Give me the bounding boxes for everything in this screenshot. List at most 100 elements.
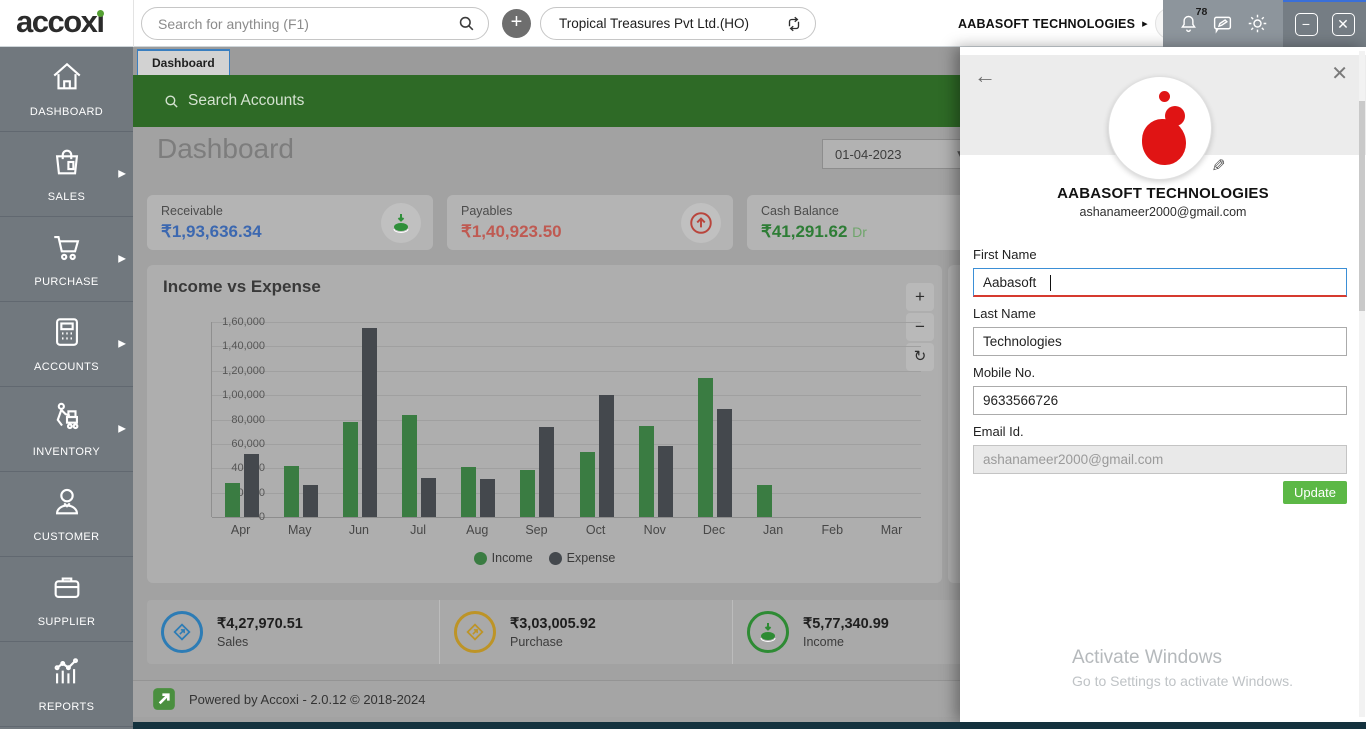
income-bar[interactable] — [639, 426, 654, 517]
search-accounts-label: Search Accounts — [188, 92, 304, 110]
date-picker[interactable]: 01-04-2023 ▼ — [822, 139, 974, 169]
diamond-arrow-icon — [454, 611, 496, 653]
tab-dashboard[interactable]: Dashboard — [137, 49, 230, 75]
back-arrow-icon[interactable]: ← — [974, 63, 996, 89]
stat-card-payables[interactable]: Payables ₹1,40,923.50 — [447, 195, 733, 250]
window-bottom-edge — [133, 722, 1366, 729]
notification-count-badge: 78 — [1196, 6, 1208, 18]
briefcase-icon — [50, 570, 84, 609]
income-bar[interactable] — [698, 378, 713, 517]
chart-plot: 020,00040,00060,00080,0001,00,0001,20,00… — [211, 322, 921, 517]
coin-down-icon — [381, 203, 421, 243]
profile-name: AABASOFT TECHNOLOGIES — [960, 185, 1366, 202]
income-expense-chart-card: Income vs Expense + − ↻ 020,00040,00060,… — [147, 265, 942, 583]
x-axis-label: Jan — [744, 523, 803, 537]
stat-card-receivable[interactable]: Receivable ₹1,93,636.34 — [147, 195, 433, 250]
text-cursor — [1050, 275, 1051, 291]
global-search-input[interactable] — [158, 16, 457, 32]
income-bar[interactable] — [284, 466, 299, 517]
expense-bar[interactable] — [303, 485, 318, 517]
close-icon[interactable]: ✕ — [1331, 61, 1348, 86]
sidebar-item-sales[interactable]: SALES ▶ — [0, 132, 133, 217]
notifications-button[interactable]: 78 — [1175, 11, 1201, 37]
mobile-field[interactable] — [973, 386, 1347, 415]
switch-company-icon[interactable] — [785, 15, 803, 33]
expense-bar[interactable] — [362, 328, 377, 517]
account-menu[interactable]: AABASOFT TECHNOLOGIES ▸ — [958, 0, 1188, 47]
income-bar[interactable] — [757, 485, 772, 517]
profile-panel: ← ✕ ✎ AABASOFT TECHNOLOGIES ashanameer20… — [960, 47, 1366, 722]
global-search[interactable] — [141, 7, 489, 40]
bar-group-may — [284, 466, 318, 517]
sidebar-item-label: ACCOUNTS — [34, 361, 99, 373]
gridline — [212, 468, 921, 469]
stat-label: Receivable — [161, 204, 419, 218]
email-field — [973, 445, 1347, 474]
x-axis-label: Mar — [862, 523, 921, 537]
gridline — [212, 444, 921, 445]
email-label: Email Id. — [973, 424, 1347, 439]
income-bar[interactable] — [225, 483, 240, 517]
update-button[interactable]: Update — [1283, 481, 1347, 504]
feedback-button[interactable] — [1210, 11, 1236, 37]
income-bar[interactable] — [520, 470, 535, 517]
diamond-arrow-icon — [161, 611, 203, 653]
sidebar-item-label: REPORTS — [39, 701, 95, 713]
gridline — [212, 517, 921, 518]
bar-group-nov — [639, 426, 673, 517]
scrollbar-thumb[interactable] — [1359, 101, 1365, 311]
sidebar-item-label: SUPPLIER — [38, 616, 96, 628]
income-bar[interactable] — [343, 422, 358, 517]
summary-value: ₹5,77,340.99 — [803, 616, 889, 632]
panel-scrollbar[interactable] — [1359, 51, 1365, 717]
sidebar-item-reports[interactable]: REPORTS — [0, 642, 133, 727]
summary-item-purchase[interactable]: ₹3,03,005.92 Purchase — [440, 600, 733, 664]
minimize-button[interactable]: − — [1295, 13, 1318, 36]
chart-zoom-in-button[interactable]: + — [906, 283, 934, 311]
chart-legend: Income Expense — [147, 551, 942, 565]
summary-item-sales[interactable]: ₹4,27,970.51 Sales — [147, 600, 440, 664]
sidebar-item-purchase[interactable]: PURCHASE ▶ — [0, 217, 133, 302]
income-bar[interactable] — [402, 415, 417, 517]
sidebar-item-inventory[interactable]: INVENTORY ▶ — [0, 387, 133, 472]
expense-bar[interactable] — [658, 446, 673, 517]
expense-bar[interactable] — [539, 427, 554, 517]
chart-title: Income vs Expense — [163, 277, 321, 297]
x-axis-label: Aug — [448, 523, 507, 537]
y-axis-tick-label: 80,000 — [213, 414, 265, 426]
gridline — [212, 420, 921, 421]
legend-item-income[interactable]: Income — [474, 551, 533, 565]
x-axis-label: Jun — [329, 523, 388, 537]
expense-bar[interactable] — [244, 454, 259, 517]
first-name-field[interactable] — [973, 268, 1347, 297]
bar-group-jul — [402, 415, 436, 517]
settings-button[interactable] — [1245, 11, 1271, 37]
expense-bar[interactable] — [480, 479, 495, 517]
last-name-group: Last Name — [973, 306, 1347, 356]
sidebar-item-dashboard[interactable]: DASHBOARD — [0, 47, 133, 132]
close-button[interactable]: ✕ — [1332, 13, 1355, 36]
bar-group-jan — [757, 485, 791, 517]
expense-bar[interactable] — [717, 409, 732, 517]
expense-bar[interactable] — [599, 395, 614, 517]
expense-bar[interactable] — [421, 478, 436, 517]
profile-avatar[interactable] — [1108, 76, 1212, 180]
legend-item-expense[interactable]: Expense — [549, 551, 616, 565]
sidebar-item-customer[interactable]: CUSTOMER — [0, 472, 133, 557]
last-name-field[interactable] — [973, 327, 1347, 356]
person-icon — [50, 485, 84, 524]
sidebar-item-supplier[interactable]: SUPPLIER — [0, 557, 133, 642]
add-new-button[interactable]: + — [502, 9, 531, 38]
income-bar[interactable] — [461, 467, 476, 517]
gear-icon — [1247, 13, 1268, 34]
gridline — [212, 493, 921, 494]
company-selector[interactable]: Tropical Treasures Pvt Ltd.(HO) — [540, 7, 816, 40]
arrow-up-circle-icon — [681, 203, 721, 243]
company-selector-label: Tropical Treasures Pvt Ltd.(HO) — [559, 16, 749, 31]
sidebar-item-label: DASHBOARD — [30, 106, 103, 118]
activate-windows-watermark: Activate Windows — [1072, 647, 1222, 669]
profile-email: ashanameer2000@gmail.com — [960, 205, 1366, 219]
edit-avatar-icon[interactable]: ✎ — [1207, 158, 1227, 172]
income-bar[interactable] — [580, 452, 595, 517]
sidebar-item-accounts[interactable]: ACCOUNTS ▶ — [0, 302, 133, 387]
